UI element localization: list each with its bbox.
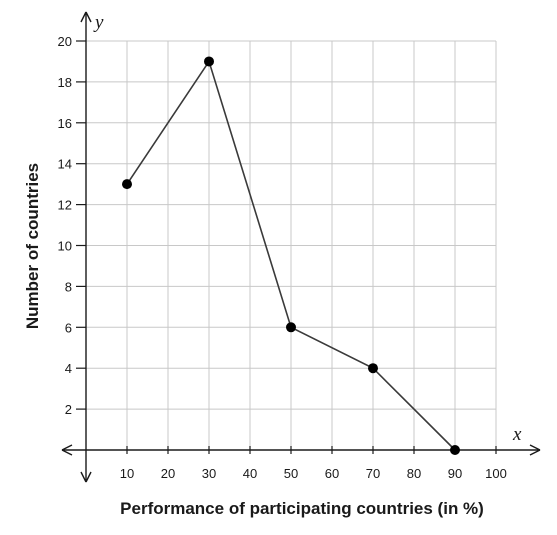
x-tick-label: 90 [448,466,462,481]
x-tick-label: 20 [161,466,175,481]
y-tick-label: 10 [58,239,72,254]
y-tick-label: 8 [65,279,72,294]
data-point [204,56,214,67]
x-tick-label: 100 [485,466,507,481]
y-tick-label: 4 [65,361,72,376]
y-tick-label: 12 [58,198,72,213]
data-point [368,363,378,374]
y-axis-top-arrow [80,11,92,23]
data-point [450,445,460,455]
grid [86,40,497,450]
y-tick-label: 2 [65,402,72,417]
tick-labels: 10 20 30 40 50 60 70 80 90 100 2 4 6 8 10 12 14 16 18 20 [58,34,507,481]
y-axis-bottom-arrow [80,471,92,483]
data-point [286,322,296,333]
y-tick-label: 16 [58,116,72,131]
x-tick-label: 80 [407,466,421,481]
y-axis-title: Number of countries [23,163,42,329]
x-tick-label: 30 [202,466,216,481]
x-axis-left-arrow [61,444,73,456]
axes [61,11,541,483]
y-tick-label: 18 [58,75,72,90]
y-axis-variable-label: y [93,12,104,33]
x-tick-label: 60 [325,466,339,481]
x-tick-label: 70 [366,466,380,481]
x-tick-label: 10 [120,466,134,481]
x-axis-variable-label: x [512,424,522,445]
series [122,56,460,455]
y-tick-label: 6 [65,320,72,335]
x-tick-label: 40 [243,466,257,481]
x-axis-right-arrow [529,444,541,456]
x-axis-title: Performance of participating countries (… [120,499,484,518]
data-point [122,179,132,190]
y-tick-label: 20 [58,34,72,49]
y-tick-label: 14 [58,157,72,172]
x-tick-label: 50 [284,466,298,481]
